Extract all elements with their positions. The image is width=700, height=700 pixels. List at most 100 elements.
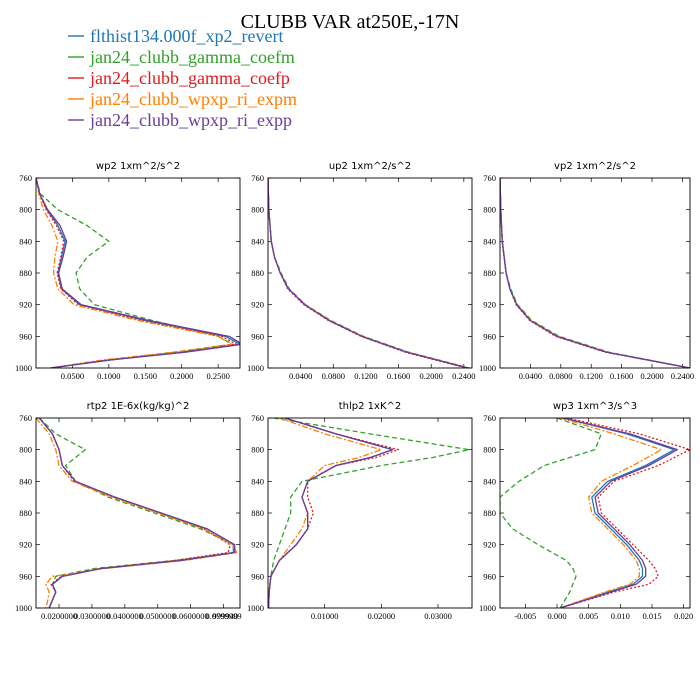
x-tick-label: 0.2500 [206,371,229,381]
y-tick-label: 840 [251,236,264,246]
x-tick-label: 0.0800 [322,371,345,381]
x-tick-label: 0.01000 [311,611,339,621]
series-line [268,178,470,368]
x-tick-label: 0.0400 [519,371,542,381]
series-line [559,418,678,608]
series-line [268,178,467,368]
y-tick-label: 1000 [15,603,32,613]
y-tick-label: 760 [19,413,32,423]
series-line [500,418,602,608]
x-tick-label: 0.1200 [580,371,603,381]
series-line [36,178,234,368]
panel-title: up2 1xm^2/s^2 [329,161,411,172]
y-tick-label: 960 [251,331,264,341]
chart-panel: thlp2 1xK^2 760 800 840 880 920 960 1000 0.01000… [247,401,473,621]
chart-panel: wp2 1xm^2/s^2 760 800 840 880 920 960 1000 0.050… [15,161,241,381]
y-tick-label: 960 [251,571,264,581]
y-tick-label: 920 [19,300,32,310]
plot-frame [267,417,473,609]
series-line [38,418,235,608]
series-line [36,178,232,368]
y-tick-label: 840 [483,476,496,486]
x-tick-label: -0.005 [514,611,536,621]
y-tick-label: 1000 [479,363,496,373]
x-tick-label: 0.0300000 [74,611,110,621]
series-line [268,418,399,608]
y-tick-label: 1000 [247,363,264,373]
x-tick-label: 0.1500 [134,371,157,381]
x-tick-label: 0.2000 [170,371,193,381]
series-line [36,178,240,368]
y-tick-label: 800 [251,445,264,455]
x-tick-label: 0.0400 [289,371,312,381]
x-tick-label: 0.1600 [610,371,633,381]
x-tick-label: 0.005 [579,611,598,621]
x-tick-label: 0.02000 [368,611,396,621]
x-tick-label: 0.2400 [452,371,475,381]
series-line [500,178,690,368]
plot-frame [499,417,691,609]
x-tick-label: 0.2000 [420,371,443,381]
y-tick-label: 960 [19,331,32,341]
x-tick-label: 0.0400000 [107,611,143,621]
x-tick-label: 0.0500 [61,371,84,381]
series-line [500,178,690,368]
plot-frame [499,177,691,369]
y-tick-label: 920 [251,540,264,550]
x-tick-label: 0.0799999 [205,611,241,621]
x-tick-label: 0.03000 [424,611,452,621]
panel-title: rtp2 1E-6x(kg/kg)^2 [87,401,190,412]
series-line [559,418,675,608]
x-tick-label: 0.015 [642,611,661,621]
y-tick-label: 840 [19,236,32,246]
y-tick-label: 960 [483,571,496,581]
series-line [500,178,690,368]
y-tick-label: 760 [483,173,496,183]
panel-grid: wp2 1xm^2/s^2 760 800 840 880 920 960 1000 0.050… [15,161,694,621]
legend-entry: jan24_clubb_wpxp_ri_expp [89,110,292,130]
x-tick-label: 0.000 [547,611,566,621]
y-tick-label: 880 [19,508,32,518]
panel-title: wp2 1xm^2/s^2 [96,161,180,172]
x-tick-label: 0.0600000 [173,611,209,621]
series-line [36,178,238,368]
x-tick-label: 0.2400 [671,371,694,381]
x-tick-label: 0.0500000 [140,611,176,621]
plot-frame [267,177,473,369]
y-tick-label: 760 [19,173,32,183]
y-tick-label: 760 [251,173,264,183]
y-tick-label: 760 [483,413,496,423]
y-tick-label: 800 [19,445,32,455]
x-tick-label: 0.0200000 [41,611,77,621]
series-line [268,178,469,368]
y-tick-label: 960 [19,571,32,581]
series-line [38,418,231,608]
y-tick-label: 960 [483,331,496,341]
y-tick-label: 880 [251,508,264,518]
x-tick-label: 0.1200 [354,371,377,381]
y-tick-label: 880 [19,268,32,278]
series-line [36,418,238,608]
y-tick-label: 800 [483,445,496,455]
y-tick-label: 880 [251,268,264,278]
x-tick-label: 0.1000 [97,371,120,381]
y-tick-label: 920 [483,540,496,550]
plot-frame [35,177,241,369]
y-tick-label: 1000 [247,603,264,613]
y-tick-label: 1000 [15,363,32,373]
y-tick-label: 840 [483,236,496,246]
y-tick-label: 760 [251,413,264,423]
y-tick-label: 920 [251,300,264,310]
y-tick-label: 800 [251,205,264,215]
series-line [268,178,469,368]
series-line [36,178,240,368]
series-line [559,418,690,608]
y-tick-label: 800 [483,205,496,215]
y-tick-label: 1000 [479,603,496,613]
y-tick-label: 920 [19,540,32,550]
panel-title: vp2 1xm^2/s^2 [554,161,636,172]
y-tick-label: 880 [483,268,496,278]
panel-title: thlp2 1xK^2 [339,401,402,412]
y-tick-label: 840 [251,476,264,486]
